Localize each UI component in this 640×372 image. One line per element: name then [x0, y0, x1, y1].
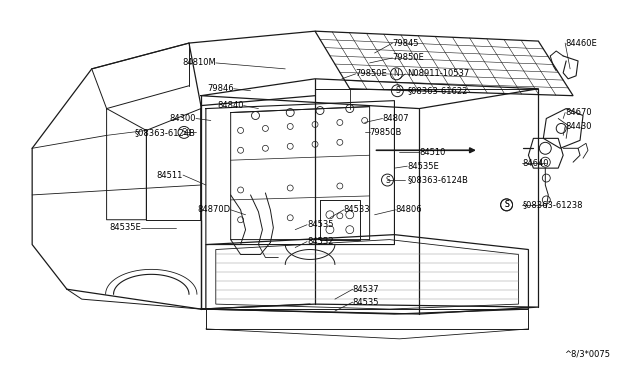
Text: 84535E: 84535E — [109, 223, 141, 232]
Text: 84870D: 84870D — [198, 205, 230, 214]
Text: S: S — [395, 86, 400, 95]
Text: 79845: 79845 — [392, 39, 419, 48]
Text: 84535: 84535 — [353, 298, 380, 307]
Text: 84533: 84533 — [344, 205, 371, 214]
Text: §08363-61238: §08363-61238 — [522, 201, 583, 209]
Text: S: S — [504, 201, 509, 209]
Text: §08363-61622: §08363-61622 — [407, 86, 468, 95]
Text: ^8/3*0075: ^8/3*0075 — [564, 349, 610, 358]
Text: 84810M: 84810M — [182, 58, 216, 67]
Text: S: S — [504, 201, 509, 209]
Text: 84840: 84840 — [217, 101, 244, 110]
Text: §08363-6124B: §08363-6124B — [407, 176, 468, 185]
Text: 84460E: 84460E — [565, 39, 597, 48]
Text: 84430: 84430 — [565, 122, 591, 131]
Text: 84640: 84640 — [522, 159, 549, 168]
Text: 79846: 79846 — [207, 84, 234, 93]
Text: 79850E: 79850E — [392, 54, 424, 62]
Text: §08363-6124B: §08363-6124B — [135, 128, 196, 137]
Text: 84511: 84511 — [157, 171, 183, 180]
Text: S: S — [385, 176, 390, 185]
Text: 84510: 84510 — [419, 148, 445, 157]
Text: 84300: 84300 — [170, 114, 196, 123]
Text: 79850E: 79850E — [356, 69, 387, 78]
Text: N: N — [394, 69, 399, 78]
Text: 84532: 84532 — [307, 237, 333, 246]
Text: 84807: 84807 — [383, 114, 409, 123]
Text: N08911-10537: N08911-10537 — [407, 69, 470, 78]
Text: 84535: 84535 — [307, 220, 333, 229]
Text: 84537: 84537 — [353, 285, 380, 294]
Text: 84806: 84806 — [396, 205, 422, 214]
Text: 84535E: 84535E — [407, 162, 439, 171]
Text: S: S — [182, 128, 186, 137]
Text: 84670: 84670 — [565, 108, 592, 117]
Text: 79850B: 79850B — [370, 128, 402, 137]
